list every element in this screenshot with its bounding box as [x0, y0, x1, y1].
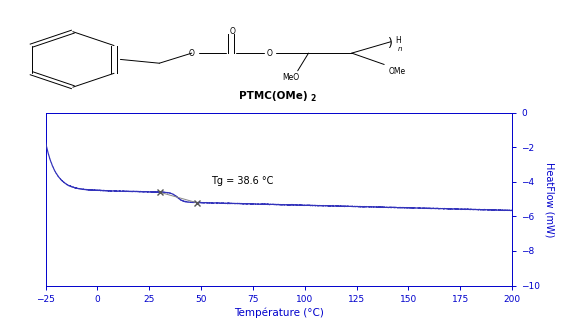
Text: Tg = 38.6 °C: Tg = 38.6 °C: [212, 176, 274, 186]
Text: OMe: OMe: [388, 67, 405, 76]
Text: ): ): [388, 37, 393, 50]
Text: O: O: [229, 27, 236, 37]
Text: PTMC(OMe): PTMC(OMe): [239, 91, 307, 101]
Text: O: O: [189, 48, 195, 58]
Text: MeO: MeO: [282, 73, 299, 82]
Text: 2: 2: [310, 94, 315, 103]
Text: H: H: [395, 36, 401, 44]
X-axis label: Température (°C): Température (°C): [234, 308, 324, 318]
Y-axis label: HeatFlow (mW): HeatFlow (mW): [544, 161, 554, 237]
Text: n: n: [398, 46, 402, 52]
Text: O: O: [267, 48, 273, 58]
